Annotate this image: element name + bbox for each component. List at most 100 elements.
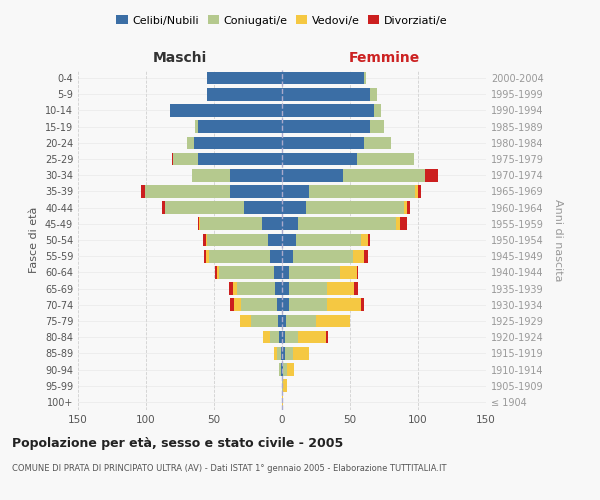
Legend: Celibi/Nubili, Coniugati/e, Vedovi/e, Divorziati/e: Celibi/Nubili, Coniugati/e, Vedovi/e, Di… bbox=[112, 11, 452, 30]
Bar bbox=[282, 88, 370, 101]
Bar bbox=[307, 202, 404, 214]
Bar bbox=[282, 218, 298, 230]
Bar bbox=[235, 298, 241, 311]
Bar bbox=[361, 298, 364, 311]
Bar bbox=[364, 72, 367, 85]
Text: Popolazione per età, sesso e stato civile - 2005: Popolazione per età, sesso e stato civil… bbox=[12, 438, 343, 450]
Bar bbox=[251, 314, 278, 328]
Bar bbox=[229, 282, 233, 295]
Bar bbox=[270, 331, 279, 344]
Text: COMUNE DI PRATA DI PRINCIPATO ULTRA (AV) - Dati ISTAT 1° gennaio 2005 - Elaboraz: COMUNE DI PRATA DI PRINCIPATO ULTRA (AV)… bbox=[12, 464, 446, 473]
Y-axis label: Fasce di età: Fasce di età bbox=[29, 207, 39, 273]
Bar bbox=[279, 363, 281, 376]
Y-axis label: Anni di nascita: Anni di nascita bbox=[553, 198, 563, 281]
Bar bbox=[281, 363, 282, 376]
Bar bbox=[170, 104, 282, 117]
Bar bbox=[404, 202, 407, 214]
Bar bbox=[282, 169, 343, 181]
Bar bbox=[194, 136, 282, 149]
Bar bbox=[274, 266, 282, 278]
Bar bbox=[374, 104, 381, 117]
Bar bbox=[279, 331, 282, 344]
Bar bbox=[282, 298, 289, 311]
Bar bbox=[282, 380, 283, 392]
Bar bbox=[327, 298, 361, 311]
Bar bbox=[282, 104, 374, 117]
Bar bbox=[415, 185, 418, 198]
Bar bbox=[165, 202, 244, 214]
Bar bbox=[364, 136, 391, 149]
Bar bbox=[241, 298, 277, 311]
Bar bbox=[281, 347, 282, 360]
Bar bbox=[286, 314, 316, 328]
Bar bbox=[207, 234, 268, 246]
Bar bbox=[187, 136, 194, 149]
Bar bbox=[289, 282, 327, 295]
Bar bbox=[326, 331, 328, 344]
Bar bbox=[240, 314, 251, 328]
Bar bbox=[277, 347, 281, 360]
Bar bbox=[230, 185, 282, 198]
Bar bbox=[207, 72, 282, 85]
Bar bbox=[354, 282, 358, 295]
Bar bbox=[407, 202, 410, 214]
Bar bbox=[293, 347, 309, 360]
Bar bbox=[282, 266, 289, 278]
Bar bbox=[230, 298, 235, 311]
Bar bbox=[262, 218, 282, 230]
Bar bbox=[282, 347, 285, 360]
Bar bbox=[203, 234, 206, 246]
Bar bbox=[340, 266, 357, 278]
Bar bbox=[289, 298, 327, 311]
Bar bbox=[192, 169, 230, 181]
Bar bbox=[263, 331, 270, 344]
Bar bbox=[282, 152, 357, 166]
Bar bbox=[287, 363, 294, 376]
Bar bbox=[197, 120, 282, 133]
Bar bbox=[274, 347, 277, 360]
Bar bbox=[237, 282, 275, 295]
Bar bbox=[209, 250, 270, 262]
Bar bbox=[220, 266, 274, 278]
Bar bbox=[361, 234, 368, 246]
Bar bbox=[285, 347, 293, 360]
Bar bbox=[396, 218, 400, 230]
Bar bbox=[275, 282, 282, 295]
Bar bbox=[425, 169, 439, 181]
Bar bbox=[140, 185, 145, 198]
Bar bbox=[282, 396, 283, 408]
Bar bbox=[207, 88, 282, 101]
Bar bbox=[244, 202, 282, 214]
Bar bbox=[277, 298, 282, 311]
Bar bbox=[353, 250, 364, 262]
Bar bbox=[316, 314, 350, 328]
Bar bbox=[282, 136, 364, 149]
Bar bbox=[270, 250, 282, 262]
Bar bbox=[282, 185, 309, 198]
Bar bbox=[200, 218, 262, 230]
Bar bbox=[298, 331, 326, 344]
Bar bbox=[282, 282, 289, 295]
Bar bbox=[282, 363, 283, 376]
Bar bbox=[197, 152, 282, 166]
Bar bbox=[283, 380, 287, 392]
Bar bbox=[293, 250, 353, 262]
Bar bbox=[282, 331, 285, 344]
Text: Maschi: Maschi bbox=[153, 51, 207, 65]
Bar bbox=[199, 218, 200, 230]
Bar bbox=[282, 120, 370, 133]
Bar bbox=[278, 314, 282, 328]
Bar bbox=[230, 169, 282, 181]
Bar bbox=[298, 218, 396, 230]
Bar bbox=[283, 363, 287, 376]
Bar bbox=[364, 250, 368, 262]
Bar bbox=[282, 314, 286, 328]
Bar bbox=[215, 266, 217, 278]
Bar bbox=[163, 202, 165, 214]
Text: Femmine: Femmine bbox=[349, 51, 419, 65]
Bar bbox=[368, 234, 370, 246]
Bar bbox=[370, 88, 377, 101]
Bar bbox=[357, 152, 414, 166]
Bar bbox=[172, 152, 173, 166]
Bar bbox=[343, 169, 425, 181]
